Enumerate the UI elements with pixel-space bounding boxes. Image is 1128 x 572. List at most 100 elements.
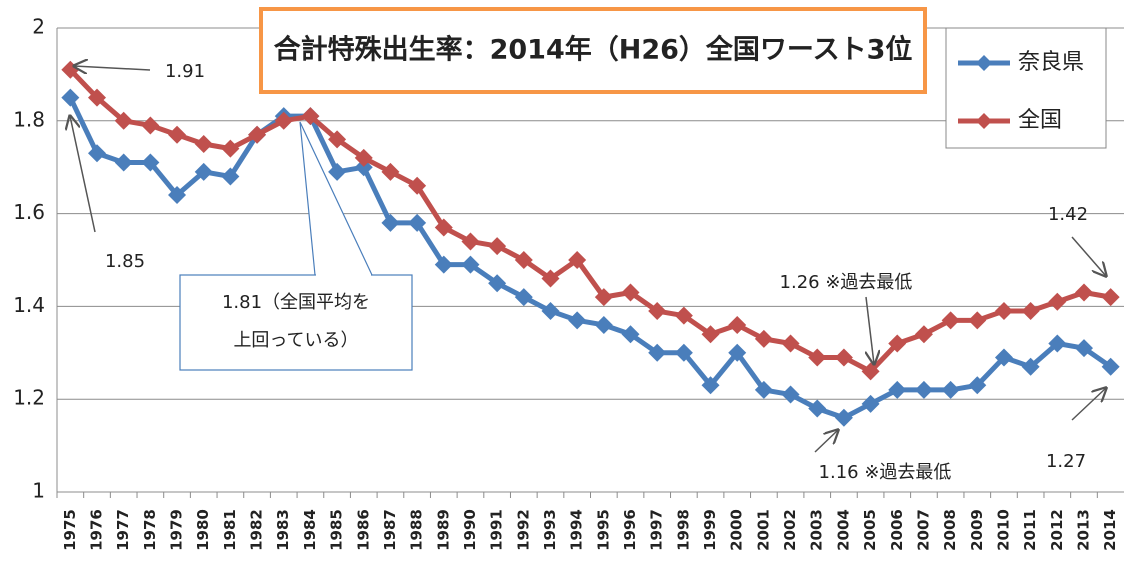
data-point [941,311,960,330]
data-point [941,380,960,399]
data-point [514,251,533,269]
callout-text: 1.81（全国平均を [222,292,370,313]
data-point [568,251,587,269]
data-point [194,162,213,181]
x-tick-label: 1992 [514,509,532,551]
data-point [648,343,667,362]
series-line [68,68,1112,374]
data-point [221,167,240,186]
data-point [1048,292,1067,311]
data-point [1074,283,1093,302]
x-tick-label: 1997 [648,509,666,551]
x-tick-label: 1979 [168,509,186,551]
legend-label: 奈良県 [1018,50,1084,75]
data-point [568,311,587,330]
data-point [994,302,1013,321]
data-point [888,334,907,353]
data-point [88,88,107,107]
x-tick-label: 1984 [301,509,319,551]
data-point [194,135,213,153]
annotation: 1.91 [165,61,205,82]
data-point [168,186,187,205]
callout-pointer [299,121,373,276]
x-tick-label: 1982 [248,509,266,551]
data-point [381,213,400,232]
data-point [541,269,560,288]
plot [61,60,1120,427]
legend-marker [976,55,992,71]
arrow [1071,236,1106,276]
data-point [914,325,933,344]
chart-title: 合計特殊出生率：2014年（H26）全国ワースト3位 [274,34,913,66]
x-tick-label: 2001 [754,509,772,551]
legend-marker [976,113,992,129]
x-tick-label: 2000 [728,509,746,551]
annotations: 1.91 1.85 1.26 ※過去最低 1.16 ※過去最低 1.42 1.27 1.81… [70,61,1106,483]
arrow [1071,388,1106,421]
data-point [381,162,400,181]
data-point [61,88,80,107]
data-point [594,288,613,307]
x-tick-label: 2014 [1101,509,1119,551]
data-point [488,274,507,293]
data-point [434,255,453,274]
legend-box [945,27,1107,149]
data-point [754,329,773,348]
data-point [1101,357,1120,376]
x-tick-label: 1989 [434,509,452,551]
x-tick-label: 2009 [968,509,986,551]
data-point [1021,302,1040,321]
annotation: 1.16 ※過去最低 [819,462,952,483]
data-point [114,111,133,130]
y-tick-label: 2 [32,15,45,39]
data-point [328,130,347,149]
x-tick-label: 1999 [701,509,719,551]
x-tick-label: 2010 [994,509,1012,551]
annotation: 1.26 ※過去最低 [780,272,913,293]
y-tick-label: 1.2 [13,386,45,410]
data-point [621,325,640,344]
data-point [861,394,880,413]
x-tick-label: 1998 [674,509,692,551]
x-tick-label: 1981 [221,509,239,551]
data-point [674,306,693,325]
x-tick-label: 2011 [1021,509,1039,551]
data-point [781,385,800,404]
data-point [221,139,240,158]
data-point [274,111,293,130]
x-tick-label: 2002 [781,509,799,551]
data-point [141,116,160,135]
y-tick-label: 1.4 [13,293,45,317]
data-point [408,176,427,195]
x-tick-label: 2004 [834,509,852,551]
x-tick-label: 2003 [808,509,826,551]
x-tick-label: 1977 [114,509,132,551]
x-tick-label: 2013 [1074,509,1092,551]
x-tick-label: 2007 [914,509,932,551]
data-point [434,218,453,237]
x-tick-label: 1990 [461,509,479,551]
data-point [1074,339,1093,358]
data-point [888,380,907,399]
data-point [968,376,987,395]
arrow [74,66,151,70]
data-point [328,162,347,181]
x-tick-label: 1991 [488,509,506,551]
data-point [1101,288,1120,307]
x-tick-label: 1996 [621,509,639,551]
data-point [248,125,267,144]
data-point [408,213,427,232]
x-tick-label: 1978 [141,509,159,551]
data-point [354,148,373,167]
annotation: 1.42 [1048,204,1088,225]
x-tick-label: 2012 [1048,509,1066,551]
data-point [701,376,720,395]
annotation: 1.85 [105,251,145,272]
data-point [648,302,667,321]
x-tick-label: 1995 [594,509,612,551]
x-tick-label: 2006 [888,509,906,551]
x-tick-label: 1987 [381,509,399,551]
